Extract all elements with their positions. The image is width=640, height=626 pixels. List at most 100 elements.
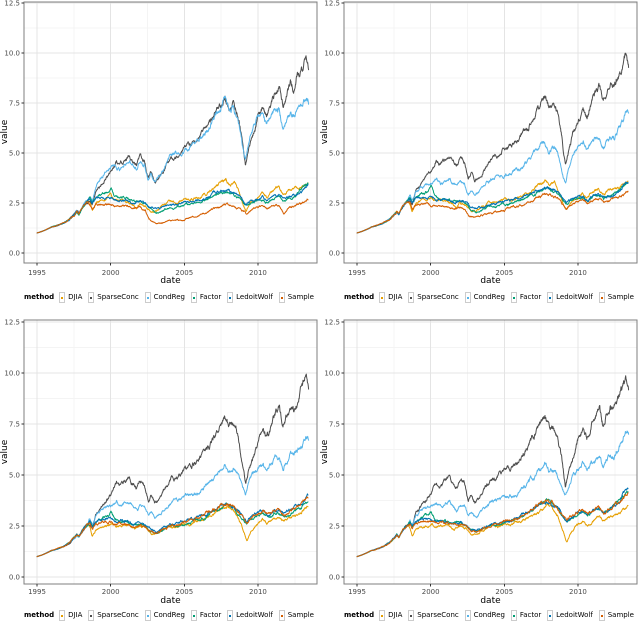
legend-key-line bbox=[410, 296, 413, 299]
legend-key-line bbox=[600, 296, 603, 299]
legend-key-sample bbox=[278, 610, 285, 621]
legend-key-line bbox=[512, 614, 515, 617]
legend-label-ledoitwolf: LedoitWolf bbox=[556, 293, 593, 301]
chart-svg-bottom-left: 0.0 2.5 5.0 7.5 10.0 12.5 1995 2000 2005 2010 date… bbox=[0, 319, 318, 606]
legend-key-condreg bbox=[464, 610, 471, 621]
legend-key-line bbox=[192, 614, 195, 617]
chart-cell-top-right: 0.0 2.5 5.0 7.5 10.0 12.5 1995 2000 2005 2010 date… bbox=[320, 0, 640, 313]
legend-key-ledoitwolf bbox=[547, 292, 554, 303]
legend-key-line bbox=[410, 614, 413, 617]
legend-key-factor bbox=[190, 292, 197, 303]
svg-text:2.5: 2.5 bbox=[9, 200, 20, 208]
legend-label-condreg: CondReg bbox=[473, 611, 505, 619]
svg-text:2010: 2010 bbox=[569, 269, 587, 277]
legend-label-sparseconc: SparseConc bbox=[97, 611, 139, 619]
svg-text:2000: 2000 bbox=[422, 588, 440, 596]
legend-key-sparseconc bbox=[408, 610, 415, 621]
legend-bottom-left: method DJIA SparseConc CondReg Factor Ledoit… bbox=[24, 610, 317, 621]
legend-key-line bbox=[146, 614, 149, 617]
legend-label-factor: Factor bbox=[199, 611, 222, 619]
svg-text:value: value bbox=[320, 439, 330, 464]
legend-label-ledoitwolf: LedoitWolf bbox=[556, 611, 593, 619]
svg-text:2005: 2005 bbox=[495, 269, 513, 277]
svg-text:2000: 2000 bbox=[422, 269, 440, 277]
chart-svg-top-right: 0.0 2.5 5.0 7.5 10.0 12.5 1995 2000 2005 2010 date… bbox=[320, 0, 638, 286]
legend-key-condreg bbox=[144, 292, 151, 303]
chart-cell-top-left: 0.0 2.5 5.0 7.5 10.0 12.5 1995 2000 2005 2010 date… bbox=[0, 0, 320, 313]
svg-text:2005: 2005 bbox=[495, 588, 513, 596]
legend-key-line bbox=[600, 614, 603, 617]
legend-key-sparseconc bbox=[88, 610, 95, 621]
svg-text:12.5: 12.5 bbox=[324, 0, 340, 8]
legend-key-line bbox=[381, 614, 384, 617]
legend-label-sparseconc: SparseConc bbox=[417, 293, 459, 301]
legend-key-line bbox=[61, 296, 64, 299]
svg-text:date: date bbox=[160, 596, 181, 606]
legend-top-left: method DJIA SparseConc CondReg Factor Ledoit… bbox=[24, 292, 317, 303]
svg-text:5.0: 5.0 bbox=[329, 150, 340, 158]
svg-text:5.0: 5.0 bbox=[9, 472, 20, 480]
svg-text:1995: 1995 bbox=[348, 588, 366, 596]
svg-text:7.5: 7.5 bbox=[329, 100, 340, 108]
legend-label-ledoitwolf: LedoitWolf bbox=[236, 293, 273, 301]
legend-label-djia: DJIA bbox=[388, 293, 403, 301]
legend-key-line bbox=[90, 614, 93, 617]
svg-text:2010: 2010 bbox=[249, 269, 267, 277]
legend-label-ledoitwolf: LedoitWolf bbox=[236, 611, 273, 619]
chart-cell-bottom-left: 0.0 2.5 5.0 7.5 10.0 12.5 1995 2000 2005 2010 date… bbox=[0, 313, 320, 626]
svg-text:2010: 2010 bbox=[249, 588, 267, 596]
legend-key-djia bbox=[379, 292, 386, 303]
legend-key-sample bbox=[598, 610, 605, 621]
legend-key-factor bbox=[510, 292, 517, 303]
legend-key-line bbox=[61, 614, 64, 617]
svg-text:1995: 1995 bbox=[28, 588, 46, 596]
svg-text:2.5: 2.5 bbox=[329, 523, 340, 531]
legend-key-line bbox=[280, 296, 283, 299]
legend-title: method bbox=[344, 611, 375, 619]
legend-label-condreg: CondReg bbox=[153, 293, 185, 301]
legend-label-sparseconc: SparseConc bbox=[97, 293, 139, 301]
svg-text:2005: 2005 bbox=[175, 588, 193, 596]
legend-key-line bbox=[512, 296, 515, 299]
svg-text:2.5: 2.5 bbox=[329, 200, 340, 208]
svg-text:2.5: 2.5 bbox=[9, 523, 20, 531]
svg-text:2010: 2010 bbox=[569, 588, 587, 596]
legend-label-sample: Sample bbox=[287, 293, 314, 301]
legend-label-djia: DJIA bbox=[68, 611, 83, 619]
legend-key-condreg bbox=[464, 292, 471, 303]
legend-label-djia: DJIA bbox=[388, 611, 403, 619]
legend-key-sample bbox=[278, 292, 285, 303]
legend-label-factor: Factor bbox=[199, 293, 222, 301]
legend-key-sparseconc bbox=[88, 292, 95, 303]
legend-key-line bbox=[146, 296, 149, 299]
legend-key-line bbox=[90, 296, 93, 299]
svg-text:10.0: 10.0 bbox=[4, 50, 20, 58]
legend-label-sample: Sample bbox=[607, 293, 634, 301]
legend-key-sample bbox=[598, 292, 605, 303]
legend-key-line bbox=[549, 296, 552, 299]
svg-text:5.0: 5.0 bbox=[329, 472, 340, 480]
svg-text:date: date bbox=[480, 596, 501, 606]
legend-key-line bbox=[549, 614, 552, 617]
svg-text:0.0: 0.0 bbox=[9, 250, 20, 258]
legend-key-djia bbox=[59, 610, 66, 621]
svg-text:5.0: 5.0 bbox=[9, 150, 20, 158]
legend-key-ledoitwolf bbox=[547, 610, 554, 621]
legend-key-line bbox=[466, 296, 469, 299]
legend-label-sample: Sample bbox=[607, 611, 634, 619]
svg-text:2005: 2005 bbox=[175, 269, 193, 277]
svg-text:7.5: 7.5 bbox=[9, 421, 20, 429]
svg-text:1995: 1995 bbox=[348, 269, 366, 277]
legend-title: method bbox=[24, 611, 55, 619]
legend-key-line bbox=[381, 296, 384, 299]
legend-label-factor: Factor bbox=[519, 293, 542, 301]
legend-label-djia: DJIA bbox=[68, 293, 83, 301]
svg-text:12.5: 12.5 bbox=[4, 0, 20, 8]
legend-label-sparseconc: SparseConc bbox=[417, 611, 459, 619]
legend-key-condreg bbox=[144, 610, 151, 621]
svg-text:0.0: 0.0 bbox=[329, 574, 340, 582]
legend-key-ledoitwolf bbox=[227, 610, 234, 621]
svg-text:10.0: 10.0 bbox=[324, 370, 340, 378]
legend-key-line bbox=[229, 296, 232, 299]
